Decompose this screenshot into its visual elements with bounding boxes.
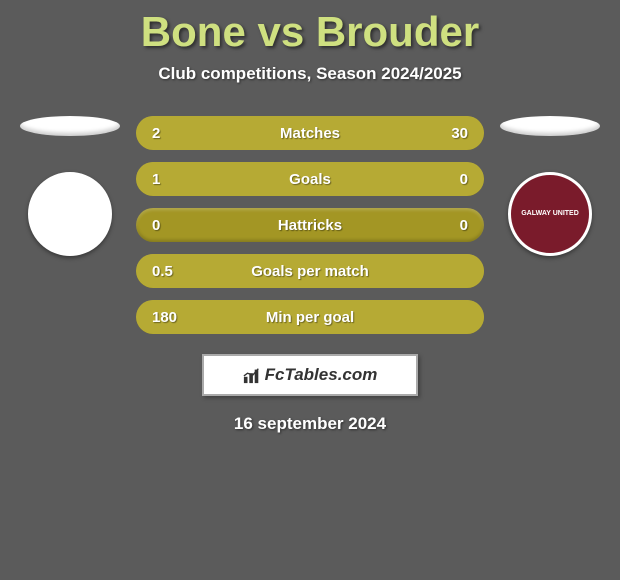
stat-row: 180Min per goal — [136, 300, 484, 334]
stats-container: 2Matches301Goals00Hattricks00.5Goals per… — [136, 116, 484, 334]
stat-row: 1Goals0 — [136, 162, 484, 196]
stat-label: Min per goal — [192, 309, 428, 326]
stat-left-value: 2 — [136, 125, 192, 142]
right-side: GALWAY UNITED — [490, 116, 610, 256]
stat-right-value: 0 — [428, 217, 484, 234]
right-flag-icon — [500, 116, 600, 136]
stat-left-value: 0 — [136, 217, 192, 234]
left-side: SHELBOURNE FOOTBALL CLUB 1895 — [10, 116, 130, 256]
left-club-badge: SHELBOURNE FOOTBALL CLUB 1895 — [28, 172, 112, 256]
brand-text: FcTables.com — [265, 365, 378, 385]
stat-right-value: 0 — [428, 171, 484, 188]
main-panel: SHELBOURNE FOOTBALL CLUB 1895 2Matches30… — [0, 116, 620, 334]
stat-right-value: 30 — [428, 125, 484, 142]
stat-label: Goals per match — [192, 263, 428, 280]
stat-label: Matches — [192, 125, 428, 142]
date-text: 16 september 2024 — [0, 414, 620, 434]
right-club-name: GALWAY UNITED — [521, 210, 579, 218]
stat-left-value: 180 — [136, 309, 192, 326]
stat-left-value: 0.5 — [136, 263, 192, 280]
stat-row: 0Hattricks0 — [136, 208, 484, 242]
brand-box: FcTables.com — [202, 354, 418, 396]
stat-label: Hattricks — [192, 217, 428, 234]
brand-chart-icon — [243, 366, 261, 384]
right-club-badge: GALWAY UNITED — [508, 172, 592, 256]
left-flag-icon — [20, 116, 120, 136]
stat-row: 2Matches30 — [136, 116, 484, 150]
left-club-year: 1895 — [62, 218, 78, 225]
stat-left-value: 1 — [136, 171, 192, 188]
left-club-name: SHELBOURNE FOOTBALL CLUB — [40, 202, 99, 217]
comparison-title: Bone vs Brouder — [0, 0, 620, 56]
stat-row: 0.5Goals per match — [136, 254, 484, 288]
comparison-subtitle: Club competitions, Season 2024/2025 — [0, 64, 620, 84]
stat-label: Goals — [192, 171, 428, 188]
